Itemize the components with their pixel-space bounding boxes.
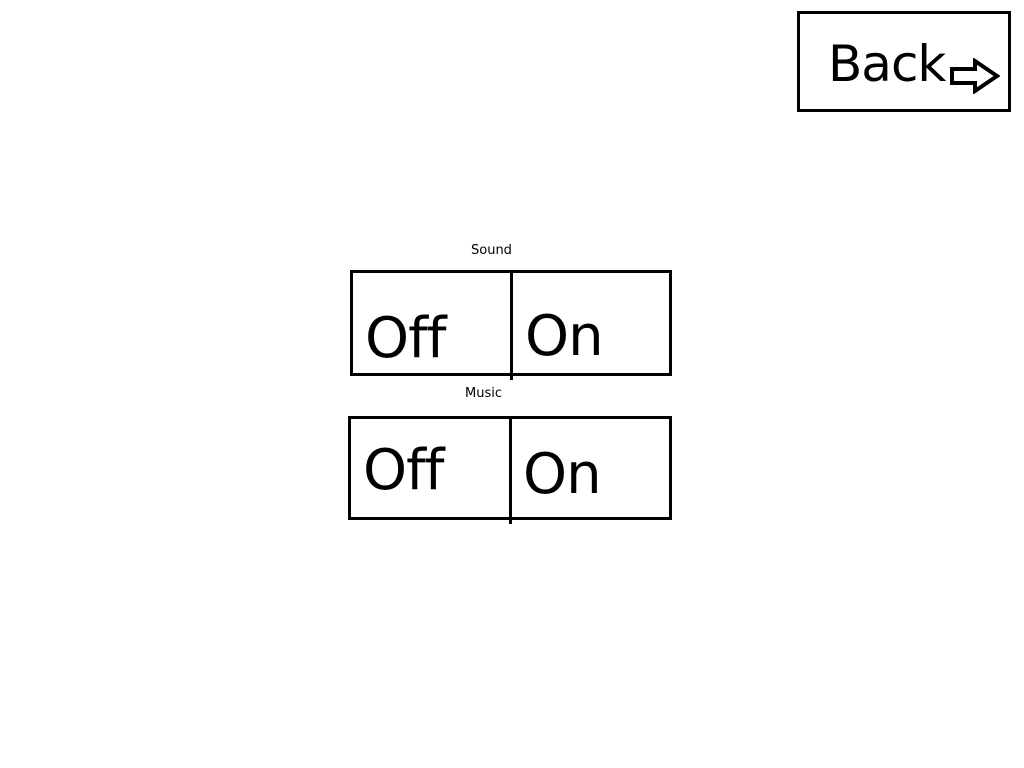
music-off-option[interactable]: Off <box>351 419 508 517</box>
music-off-label: Off <box>363 438 445 503</box>
music-label: Music <box>465 386 502 401</box>
back-button[interactable]: Back <box>797 11 1011 112</box>
sound-on-option[interactable]: On <box>510 273 669 373</box>
arrow-right-icon <box>950 58 1000 94</box>
music-on-label: On <box>523 442 602 507</box>
sound-on-label: On <box>525 304 604 369</box>
sound-toggle-divider <box>510 270 513 380</box>
music-toggle[interactable]: Off On <box>348 416 672 524</box>
sound-off-option[interactable]: Off <box>353 273 510 373</box>
sound-label: Sound <box>471 243 512 258</box>
sound-toggle[interactable]: Off On <box>350 270 672 380</box>
music-on-option[interactable]: On <box>508 419 669 517</box>
back-button-label: Back <box>828 35 946 93</box>
sound-off-label: Off <box>365 306 447 371</box>
music-toggle-divider <box>509 416 512 524</box>
